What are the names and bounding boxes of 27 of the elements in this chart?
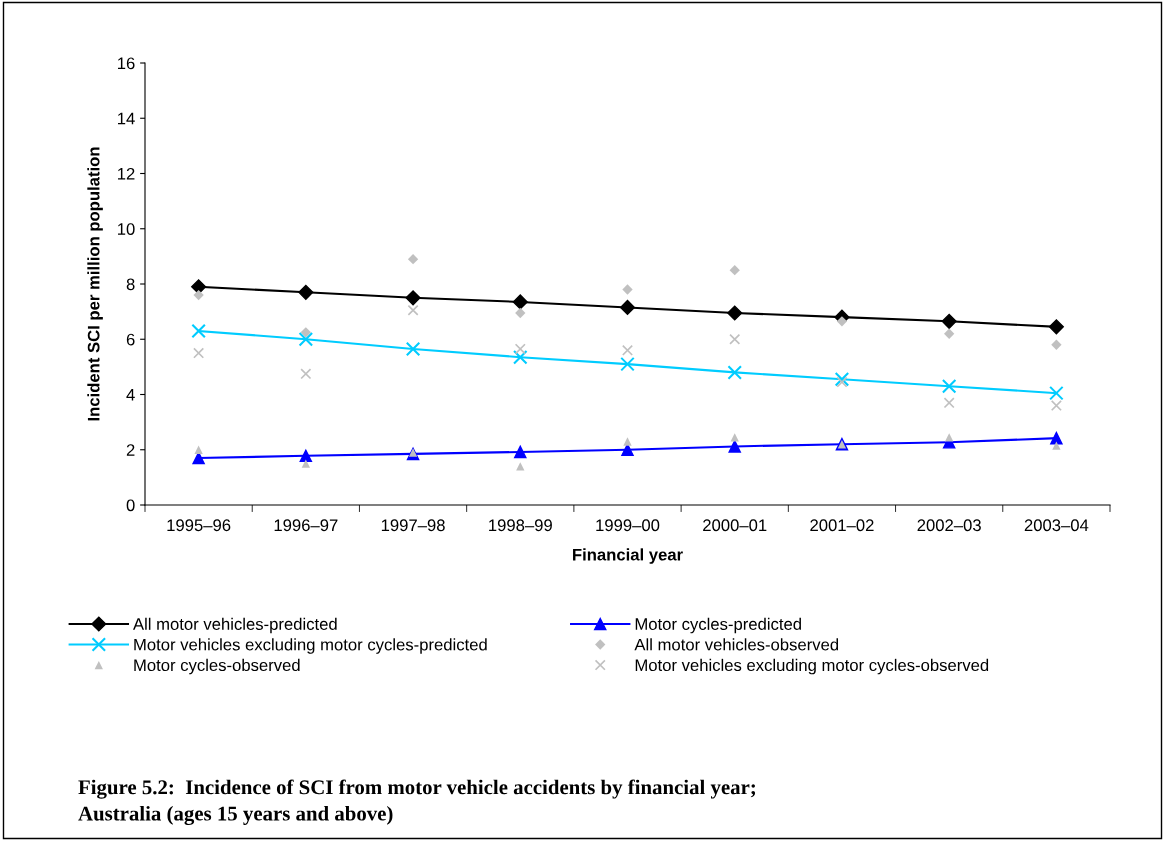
legend-label: Motor vehicles excluding motor cycles-observed (635, 658, 989, 675)
x-tick-label: 2002–03 (917, 519, 981, 532)
x-tick-label: 2003–04 (1024, 519, 1089, 532)
legend-label: All motor vehicles-predicted (133, 617, 337, 634)
y-tick-label: 6 (126, 333, 135, 346)
text: Figure 5.2: Incidence of SCI from motor vehicle accidents by financial year; Australia (ages 15 years and above) (78, 779, 756, 825)
x-tick-label: 1999–00 (596, 519, 660, 532)
y-tick-label: 8 (126, 278, 135, 291)
y-tick-label: 14 (118, 112, 135, 125)
y-tick-label: 10 (118, 223, 135, 235)
x-tick-label: 1997–98 (381, 519, 445, 532)
y-tick-label: 16 (118, 57, 135, 70)
y-tick-label: 0 (126, 499, 135, 512)
y-tick-label: 2 (126, 444, 135, 456)
legend-label: Motor vehicles excluding motor cycles-predicted (134, 638, 487, 654)
y-tick-label: 4 (126, 389, 135, 401)
x-axis-title: Financial year (573, 548, 683, 564)
y-tick-label: 12 (118, 167, 135, 180)
legend-label: All motor vehicles-observed (634, 638, 839, 651)
x-tick-label: 2000–01 (703, 519, 767, 532)
legend-label: Motor cycles-observed (134, 658, 300, 675)
x-tick-label: 1998–99 (489, 519, 552, 532)
x-tick-label: 2001–02 (810, 519, 874, 532)
x-tick-label: 1995–96 (167, 519, 231, 532)
legend-label: Motor cycles-predicted (635, 617, 801, 634)
y-axis-title: Incident SCI per million population (87, 147, 103, 421)
x-tick-label: 1996–97 (274, 519, 338, 532)
